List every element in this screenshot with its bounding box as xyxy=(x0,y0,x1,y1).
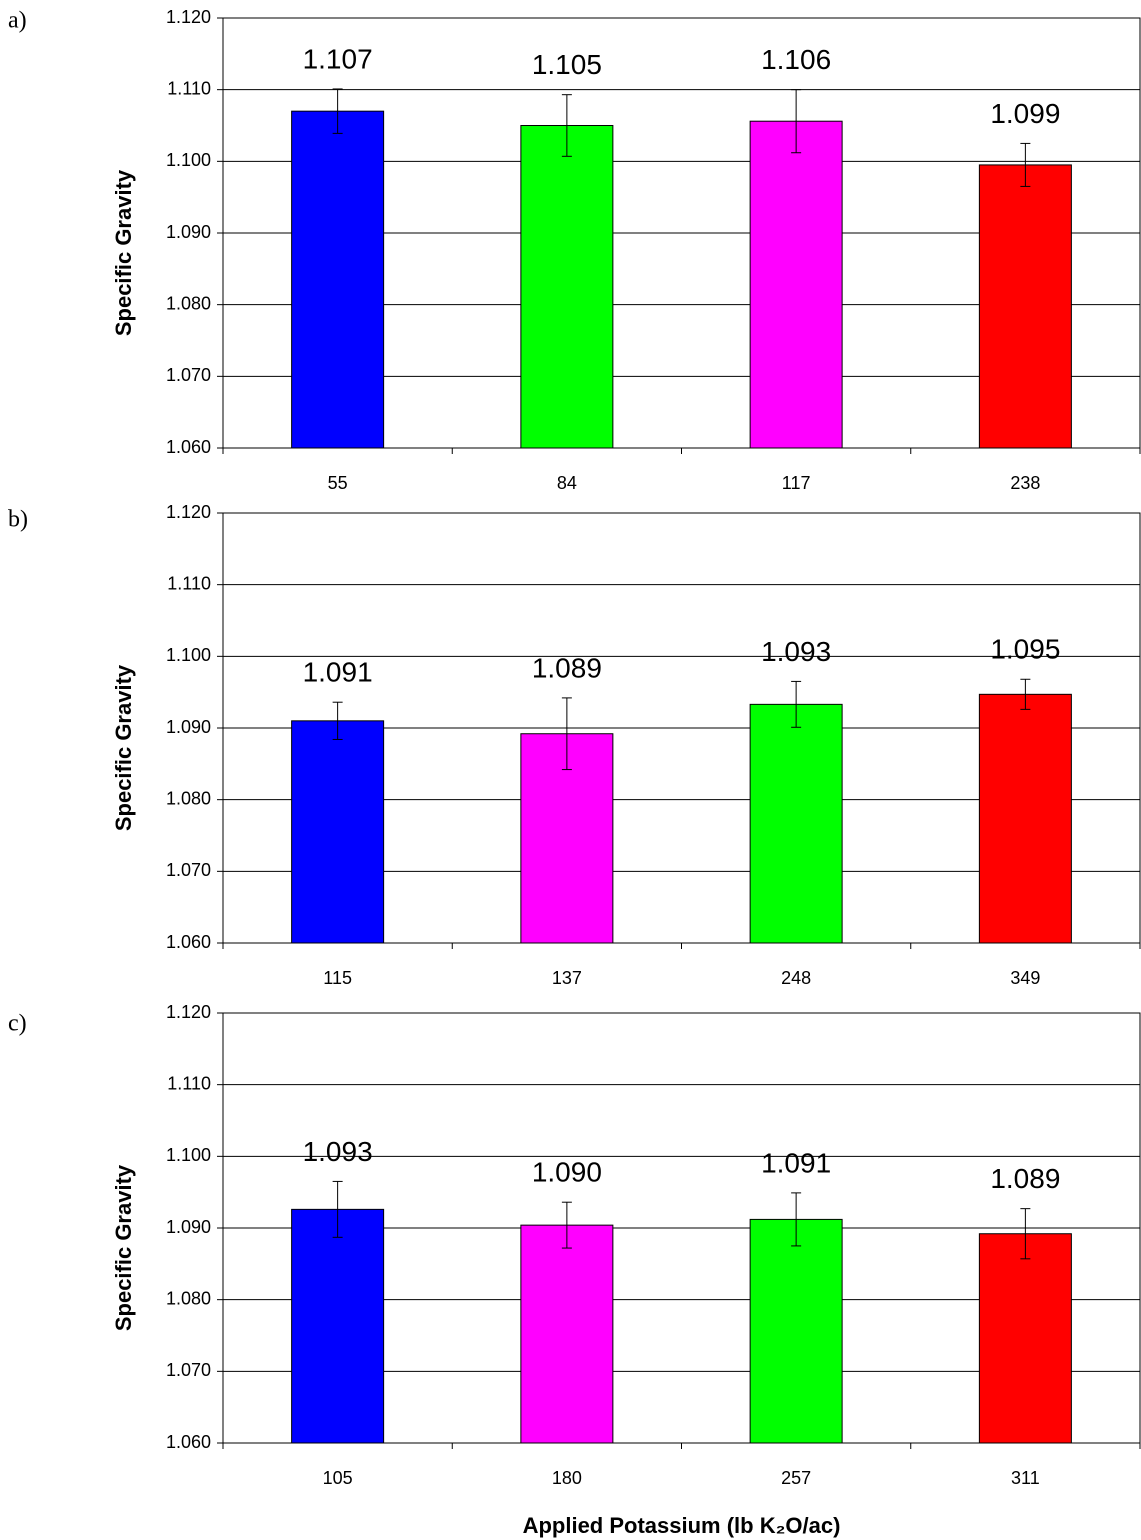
x-tick-label: 257 xyxy=(781,1468,811,1488)
x-tick-label: 137 xyxy=(552,968,582,988)
bar xyxy=(291,110,385,449)
x-tick-label: 105 xyxy=(323,1468,353,1488)
bar xyxy=(520,125,614,449)
y-tick-label: 1.100 xyxy=(166,645,211,665)
error-bar xyxy=(561,697,572,771)
y-tick-label: 1.080 xyxy=(166,788,211,808)
value-label: 1.089 xyxy=(990,1163,1060,1194)
bar xyxy=(749,1218,843,1444)
error-bar xyxy=(561,1201,572,1249)
bar xyxy=(291,1208,385,1444)
x-tick-label: 349 xyxy=(1010,968,1040,988)
x-tick-label: 180 xyxy=(552,1468,582,1488)
y-tick-label: 1.110 xyxy=(167,1073,211,1093)
bar xyxy=(520,1224,614,1444)
bar xyxy=(749,703,843,944)
x-tick-label: 117 xyxy=(782,473,811,493)
x-tick-label: 115 xyxy=(323,968,352,988)
y-axis-title: Specific Gravity xyxy=(111,169,136,336)
y-tick-label: 1.110 xyxy=(167,78,211,98)
error-bar xyxy=(332,88,343,134)
y-tick-label: 1.080 xyxy=(166,1288,211,1308)
error-bar xyxy=(1020,1208,1031,1260)
x-tick-label: 84 xyxy=(557,473,577,493)
y-tick-label: 1.060 xyxy=(166,1432,211,1452)
y-tick-label: 1.100 xyxy=(166,1145,211,1165)
value-label: 1.107 xyxy=(303,43,373,74)
y-tick-label: 1.090 xyxy=(166,717,211,737)
y-tick-label: 1.120 xyxy=(166,1002,211,1022)
x-tick-label: 55 xyxy=(328,473,348,493)
y-tick-label: 1.100 xyxy=(166,150,211,170)
error-bar xyxy=(791,680,802,728)
y-tick-label: 1.120 xyxy=(166,502,211,522)
error-bar xyxy=(1020,678,1031,710)
x-tick-label: 248 xyxy=(781,968,811,988)
y-axis-title: Specific Gravity xyxy=(111,1164,136,1331)
error-bar xyxy=(791,1192,802,1247)
error-bar xyxy=(332,701,343,740)
value-label: 1.099 xyxy=(990,98,1060,129)
y-tick-label: 1.070 xyxy=(166,860,211,880)
y-tick-label: 1.090 xyxy=(166,1217,211,1237)
error-bar xyxy=(1020,142,1031,187)
y-tick-label: 1.070 xyxy=(166,1360,211,1380)
x-tick-label: 238 xyxy=(1010,473,1040,493)
y-tick-label: 1.080 xyxy=(166,293,211,313)
value-label: 1.091 xyxy=(761,1147,831,1178)
panel-label: b) xyxy=(8,507,28,533)
y-tick-label: 1.070 xyxy=(166,365,211,385)
y-tick-label: 1.110 xyxy=(167,573,211,593)
value-label: 1.090 xyxy=(532,1157,602,1188)
bar xyxy=(291,720,385,944)
x-axis-title: Applied Potassium (lb K₂O/ac) xyxy=(523,1513,841,1538)
bar xyxy=(978,1233,1072,1444)
bar xyxy=(978,164,1072,449)
y-tick-label: 1.120 xyxy=(166,7,211,27)
x-tick-label: 311 xyxy=(1011,1468,1040,1488)
panel-label: a) xyxy=(8,8,27,34)
value-label: 1.089 xyxy=(532,652,602,683)
value-label: 1.093 xyxy=(761,636,831,667)
value-label: 1.095 xyxy=(990,634,1060,665)
panel-label: c) xyxy=(8,1011,27,1037)
value-label: 1.093 xyxy=(303,1136,373,1167)
value-label: 1.106 xyxy=(761,44,831,75)
bar xyxy=(749,120,843,449)
y-axis-title: Specific Gravity xyxy=(111,664,136,831)
value-label: 1.091 xyxy=(303,657,373,688)
error-bar xyxy=(791,89,802,154)
error-bar xyxy=(561,94,572,157)
error-bar xyxy=(332,1180,343,1238)
value-label: 1.105 xyxy=(532,49,602,80)
y-tick-label: 1.090 xyxy=(166,222,211,242)
y-tick-label: 1.060 xyxy=(166,932,211,952)
bar xyxy=(978,693,1072,944)
y-tick-label: 1.060 xyxy=(166,437,211,457)
